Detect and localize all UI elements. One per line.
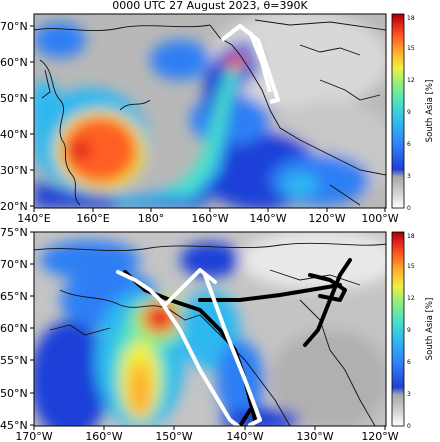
bottom-colorbar-tick: 12 xyxy=(407,295,415,302)
bottom-coastlines xyxy=(34,242,386,426)
bottom-colorbar-tick: 6 xyxy=(407,359,411,366)
bottom-colorbar: 0 3 6 9 12 15 18 South Asia [%] xyxy=(391,231,435,430)
bottom-x-tick-label: 140°W xyxy=(226,430,263,442)
bottom-x-tick-label: 120°W xyxy=(361,430,398,442)
top-y-tick-label: 30°N xyxy=(0,164,28,177)
bottom-y-tick-label: 55°N xyxy=(0,354,28,367)
top-x-tick-label: 140°W xyxy=(249,212,286,225)
top-x-tick-label: 160°W xyxy=(191,212,228,225)
bottom-x-tick-label: 130°W xyxy=(296,430,333,442)
top-y-tick-label: 60°N xyxy=(0,56,28,69)
bottom-trajectory-white xyxy=(116,268,262,426)
top-map-panel: 140°E 160°E 180° 160°W 140°W 120°W 100°W… xyxy=(0,13,399,225)
top-colorbar-label: South Asia [%] xyxy=(425,80,435,143)
bottom-x-tick-label: 150°W xyxy=(155,430,192,442)
top-colorbar: 0 3 6 9 12 15 18 South Asia [%] xyxy=(391,13,435,212)
top-x-axis: 140°E 160°E 180° 160°W 140°W 120°W 100°W xyxy=(17,208,399,225)
bottom-colorbar-tick: 0 xyxy=(407,423,411,430)
bottom-colorbar-tick: 18 xyxy=(407,233,415,240)
top-concentration-field xyxy=(34,14,386,208)
bottom-concentration-field xyxy=(34,232,386,426)
top-colorbar-tick: 12 xyxy=(407,77,415,84)
bottom-map-panel: 170°W 160°W 150°W 140°W 130°W 120°W 75°N… xyxy=(0,226,399,442)
top-y-tick-label: 20°N xyxy=(0,200,28,213)
bottom-x-axis: 170°W 160°W 150°W 140°W 130°W 120°W xyxy=(15,426,399,442)
bottom-y-tick-label: 65°N xyxy=(0,290,28,303)
top-x-tick-label: 120°W xyxy=(308,212,345,225)
top-colorbar-tick: 18 xyxy=(407,15,415,22)
figure-title: 0000 UTC 27 August 2023, θ=390K xyxy=(112,0,308,12)
bottom-x-tick-label: 160°W xyxy=(85,430,122,442)
top-y-tick-label: 40°N xyxy=(0,128,28,141)
top-coastlines xyxy=(34,19,386,206)
bottom-y-tick-label: 45°N xyxy=(0,419,28,432)
bottom-colorbar-tick: 3 xyxy=(407,391,411,398)
top-x-tick-label: 100°W xyxy=(361,212,398,225)
top-x-tick-label: 140°E xyxy=(17,212,50,225)
top-colorbar-tick: 0 xyxy=(407,205,411,212)
top-colorbar-tick: 6 xyxy=(407,141,411,148)
top-colorbar-tick: 3 xyxy=(407,173,411,180)
bottom-x-tick-label: 170°W xyxy=(15,430,52,442)
top-trajectory-white xyxy=(220,24,280,104)
top-colorbar-tick: 9 xyxy=(407,109,411,116)
top-colorbar-tick: 15 xyxy=(407,45,415,52)
top-y-axis: 70°N 60°N 50°N 40°N 30°N 20°N xyxy=(0,20,34,213)
bottom-colorbar-tick: 9 xyxy=(407,327,411,334)
top-x-tick-label: 160°E xyxy=(76,212,109,225)
bottom-y-tick-label: 50°N xyxy=(0,387,28,400)
top-y-tick-label: 70°N xyxy=(0,20,28,33)
bottom-colorbar-label: South Asia [%] xyxy=(425,298,435,361)
top-y-tick-label: 50°N xyxy=(0,92,28,105)
bottom-y-axis: 75°N 70°N 65°N 60°N 55°N 50°N 45°N xyxy=(0,226,34,432)
bottom-y-tick-label: 70°N xyxy=(0,258,28,271)
bottom-y-tick-label: 60°N xyxy=(0,322,28,335)
top-x-tick-label: 180° xyxy=(138,212,165,225)
bottom-colorbar-tick: 15 xyxy=(407,263,415,270)
bottom-y-tick-label: 75°N xyxy=(0,226,28,239)
